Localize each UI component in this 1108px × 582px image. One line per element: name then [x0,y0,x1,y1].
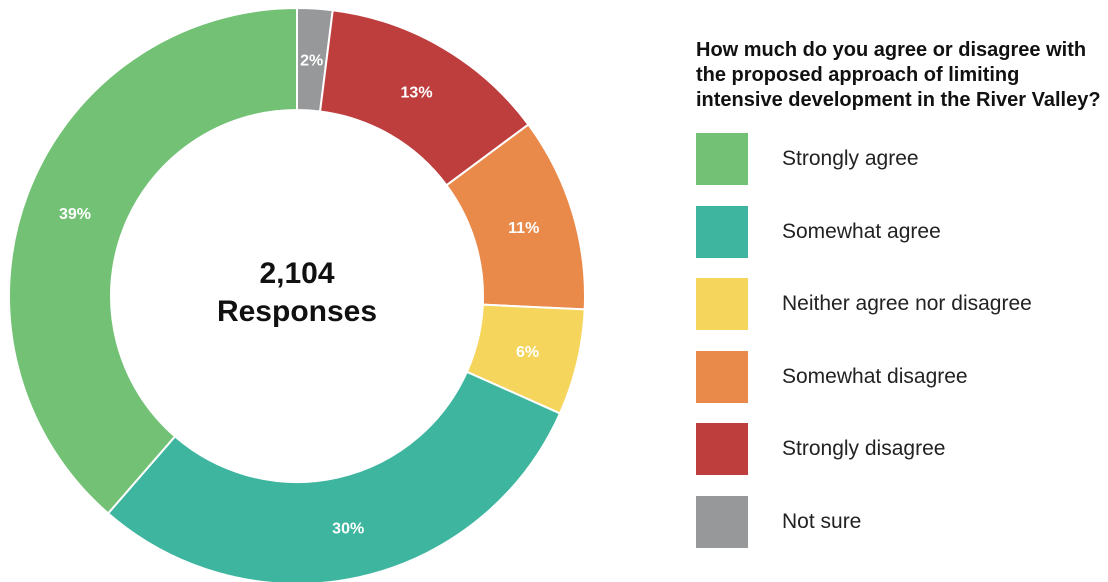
legend-swatch [696,495,748,548]
slice-label-somewhat-agree: 30% [332,520,364,537]
legend-label: Strongly agree [782,147,919,170]
slice-label-neither-agree-nor-disagree: 6% [516,344,539,361]
legend-items: Strongly agree Somewhat agree Neither agre… [696,133,1106,548]
legend-swatch [696,350,748,403]
slice-label-strongly-agree: 39% [59,206,91,223]
legend-swatch [696,278,748,330]
legend-item-strongly-disagree: Strongly disagree [696,423,1106,475]
legend-label: Strongly disagree [782,437,946,460]
segment-labels: 2% 13% 11% 6% 30% 39% [59,52,539,537]
legend-label: Somewhat agree [782,219,941,243]
legend-item-somewhat-disagree: Somewhat disagree [696,350,1106,403]
legend-item-strongly-agree: Strongly agree [696,133,1106,185]
slice-label-strongly-disagree: 13% [401,84,433,101]
total-responses-value: 2,104 [259,257,334,290]
donut-slice-somewhat-agree [106,370,562,582]
total-responses-caption: Responses [217,295,377,328]
legend-swatch [696,205,748,258]
legend: How much do you agree or disagree with t… [696,38,1106,568]
donut-segments [8,6,586,582]
legend-item-neither-agree-nor-disagree: Neither agree nor disagree [696,278,1106,330]
donut-slice-strongly-agree [8,6,298,515]
legend-label: Neither agree nor disagree [782,292,1032,315]
legend-label: Somewhat disagree [782,364,968,388]
slice-label-somewhat-disagree: 11% [508,220,539,237]
legend-swatch [696,133,748,185]
legend-swatch [696,423,748,475]
donut-chart: 2% 13% 11% 6% 30% 39% 2,104 Responses [8,6,586,582]
legend-label: Not sure [782,509,862,533]
legend-item-somewhat-agree: Somewhat agree [696,205,1106,258]
legend-item-not-sure: Not sure [696,495,1106,548]
slice-label-not-sure: 2% [300,52,323,69]
chart-title: How much do you agree or disagree with t… [696,39,1101,111]
